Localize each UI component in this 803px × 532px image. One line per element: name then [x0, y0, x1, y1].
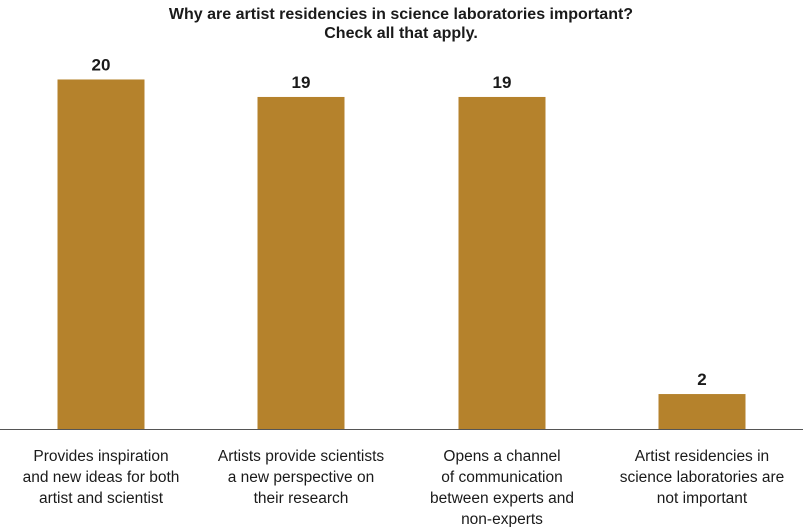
category-label-line: Artist residencies in	[635, 448, 769, 465]
chart-title-line-2: Check all that apply.	[324, 25, 478, 42]
bar-value-label: 19	[292, 73, 311, 92]
category-label-line: not important	[657, 490, 748, 507]
category-label-line: non-experts	[461, 511, 543, 527]
bar-value-label: 19	[493, 73, 512, 92]
value-labels-layer: 20 19 19 2	[92, 55, 707, 389]
category-label-line: Opens a channel	[443, 448, 560, 465]
bars-layer	[57, 79, 746, 429]
bar-3	[458, 96, 546, 429]
category-label-line: and new ideas for both	[23, 469, 180, 486]
bar-2	[257, 96, 345, 429]
category-label-line: Provides inspiration	[33, 448, 168, 465]
chart-title-line-1: Why are artist residencies in science la…	[169, 6, 633, 23]
category-labels-layer: Provides inspiration and new ideas for bo…	[23, 448, 785, 528]
bar-value-label: 2	[697, 370, 706, 389]
bar-1	[57, 79, 145, 429]
category-label-line: artist and scientist	[39, 490, 164, 507]
category-label-line: their research	[254, 490, 349, 507]
category-label-line: of communication	[441, 469, 562, 486]
category-label-line: between experts and	[430, 490, 574, 507]
category-label-line: Artists provide scientists	[218, 448, 384, 465]
category-label-line: science laboratories are	[620, 469, 785, 486]
bar-value-label: 20	[92, 55, 111, 74]
category-label-line: a new perspective on	[228, 469, 374, 486]
bar-4	[658, 394, 746, 429]
